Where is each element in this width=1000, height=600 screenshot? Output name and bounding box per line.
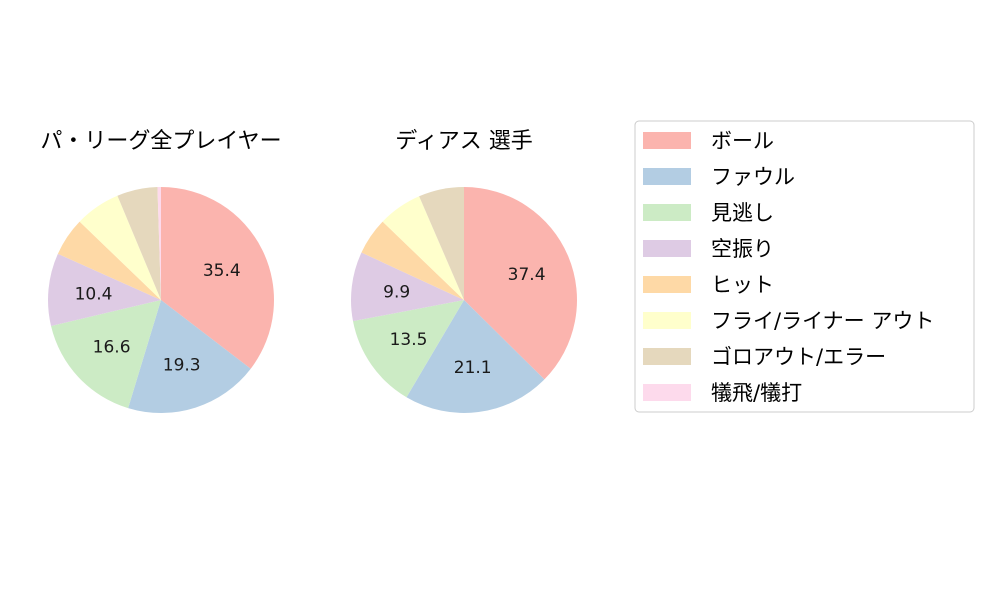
legend-label: 犠飛/犠打	[711, 381, 802, 405]
legend-label: ボール	[711, 129, 774, 153]
pie-slice	[161, 186, 275, 369]
slice-label: 19.3	[163, 356, 201, 376]
pie-slice	[117, 187, 161, 300]
legend-frame	[634, 120, 975, 413]
pie-slice	[79, 195, 161, 300]
pie-chart-player: ディアス 選手 37.4 21.1 13.5 9.9	[350, 129, 577, 413]
chart-title-league: パ・リーグ全プレイヤー	[40, 129, 281, 154]
legend-swatch	[643, 168, 691, 185]
legend-swatch	[643, 240, 691, 257]
pie-slice	[353, 300, 464, 398]
legend-swatch	[643, 348, 691, 365]
chart-title-player: ディアス 選手	[395, 129, 532, 154]
slice-label: 35.4	[203, 261, 241, 281]
pie-slice	[464, 187, 577, 380]
legend-label: 見逃し	[711, 201, 774, 225]
pie-chart-league: パ・リーグ全プレイヤー 35.4 19.3 16.6 10.4	[40, 129, 282, 414]
pie-slice	[57, 221, 162, 300]
pie-slice	[406, 300, 545, 413]
slice-label: 21.1	[454, 358, 492, 378]
legend-swatch	[643, 132, 691, 149]
pie-slice	[157, 187, 161, 300]
legend-label: ファウル	[711, 165, 795, 189]
legend-swatch	[643, 384, 691, 401]
legend-swatch	[643, 276, 691, 293]
pie-slice	[361, 221, 464, 300]
slice-label: 16.6	[93, 337, 131, 357]
legend-swatch	[643, 204, 691, 221]
pie-slice	[419, 187, 464, 300]
pie-slice	[51, 300, 161, 409]
slice-label: 37.4	[508, 265, 546, 285]
slice-label: 13.5	[390, 330, 428, 350]
pie-slice	[48, 253, 161, 327]
pie-slice	[128, 300, 251, 414]
legend-swatch	[643, 312, 691, 329]
pie-slice	[350, 252, 464, 322]
legend-label: ゴロアウト/エラー	[711, 345, 886, 369]
legend-label: フライ/ライナー アウト	[711, 309, 934, 333]
legend-label: ヒット	[711, 273, 774, 297]
slice-label: 10.4	[75, 285, 113, 305]
slice-label: 9.9	[383, 283, 410, 303]
legend-label: 空振り	[711, 237, 774, 261]
pie-slice	[382, 196, 464, 300]
